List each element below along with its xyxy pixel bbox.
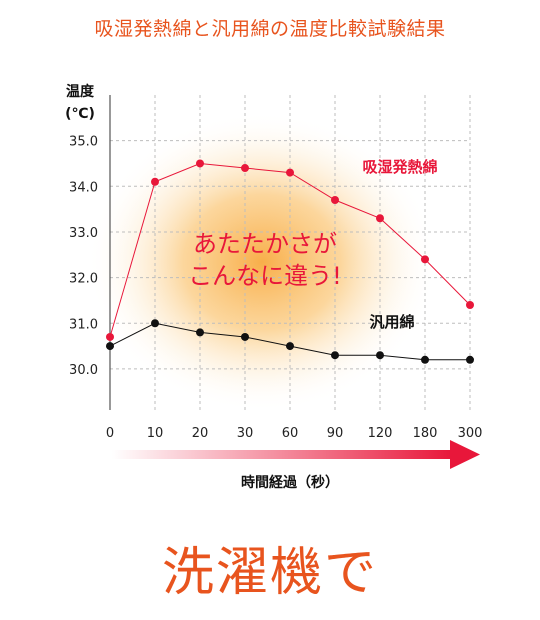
x-axis-label: 時間経過（秒） [241,474,339,491]
y-tick-label: 35.0 [69,135,98,150]
x-tick-label: 20 [192,426,209,441]
annotation-line-1: あたたかさが [193,230,337,258]
y-tick-label: 31.0 [69,317,98,332]
x-tick-label: 90 [327,426,344,441]
data-point [196,159,204,168]
x-tick-label: 30 [237,426,254,441]
series [106,159,474,364]
data-point [286,168,294,177]
y-axis-unit: (℃) [65,106,95,122]
data-point [241,164,249,173]
data-point [241,332,249,341]
data-point [151,319,159,328]
data-point [331,196,339,204]
data-point [421,355,429,364]
footer-caption: 洗濯機で [161,543,378,603]
axes [109,95,480,469]
data-point [106,342,114,351]
labels: 30.0 31.0 32.0 33.0 34.0 35.0 温度 (℃) 0 10 20 30 60 90… [65,83,482,491]
y-tick-label: 33.0 [69,226,98,241]
annotation-line-2: こんなに違う! [188,262,342,290]
y-tick-label: 34.0 [69,180,98,195]
x-tick-label: 60 [282,426,299,441]
data-point [331,351,339,360]
data-point [106,332,114,341]
x-tick-label: 180 [413,426,438,441]
x-tick-label: 0 [106,426,114,441]
x-tick-label: 120 [368,426,393,441]
y-axis-label: 温度 [66,83,95,100]
warm-glow [87,112,437,412]
y-tick-label: 30.0 [69,363,98,378]
data-point [376,214,384,223]
x-tick-label: 10 [147,426,164,441]
data-point [286,342,294,351]
data-point [466,301,474,309]
chart-title: 吸湿発熱綿と汎用綿の温度比較試験結果 [94,18,446,40]
grid [110,95,471,410]
data-point [466,355,474,364]
line-chart: 30.0 31.0 32.0 33.0 34.0 35.0 温度 (℃) 0 10 20 30 60 90… [65,83,482,491]
data-point [421,255,429,264]
y-tick-label: 32.0 [69,272,98,287]
data-point [196,328,204,337]
series-label-1: 吸湿発熱綿 [362,158,437,176]
series-label-2: 汎用綿 [369,313,414,331]
time-arrow-head [450,440,480,469]
time-arrow-shaft [112,450,452,459]
data-point [151,177,159,186]
data-point [376,351,384,360]
x-tick-label: 300 [458,426,483,441]
